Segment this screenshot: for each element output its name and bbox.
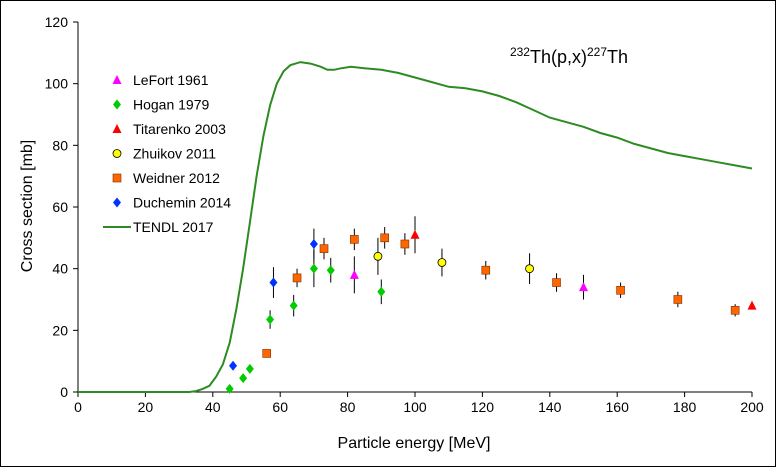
point-weidner-2012 bbox=[319, 244, 329, 253]
x-tick-label: 140 bbox=[538, 399, 562, 415]
legend: LeFort 1961 Hogan 1979 Titarenko 2003 Zhuik… bbox=[103, 72, 231, 235]
y-tick-label: 100 bbox=[45, 76, 69, 92]
point-titarenko-2003 bbox=[747, 300, 757, 310]
legend-label-titarenko-2003: Titarenko 2003 bbox=[133, 121, 226, 137]
model-curves bbox=[78, 61, 753, 393]
data-points bbox=[225, 216, 757, 394]
legend-swatch-duchemin-2014 bbox=[113, 197, 121, 208]
point-weidner-2012 bbox=[292, 273, 302, 283]
x-tick-label: 80 bbox=[340, 399, 356, 415]
legend-swatch-hogan-1979 bbox=[113, 99, 121, 110]
point-weidner-2012 bbox=[616, 285, 625, 295]
legend-swatch-zhuikov-2011 bbox=[112, 149, 122, 158]
point-duchemin-2014 bbox=[229, 360, 238, 371]
y-tick-label: 120 bbox=[45, 14, 69, 30]
x-tick-label: 160 bbox=[606, 399, 630, 415]
reaction-mass-product: 227 bbox=[587, 45, 607, 59]
x-tick-label: 40 bbox=[205, 399, 221, 415]
point-hogan-1979 bbox=[245, 363, 254, 374]
legend-label-hogan-1979: Hogan 1979 bbox=[133, 97, 210, 113]
reaction-label: 232Th(p,x)227Th bbox=[510, 45, 628, 67]
x-tick-label: 60 bbox=[272, 399, 288, 415]
x-tick-label: 180 bbox=[673, 399, 697, 415]
x-axis-label: Particle energy [MeV] bbox=[338, 435, 491, 452]
y-tick-label: 0 bbox=[60, 384, 68, 400]
y-tick-label: 60 bbox=[52, 199, 68, 215]
curve-tendl-2017 bbox=[78, 61, 753, 393]
reaction-mass-target: 232 bbox=[510, 45, 530, 59]
point-lefort-1961 bbox=[349, 269, 359, 279]
point-weidner-2012 bbox=[400, 239, 410, 249]
x-tick-label: 100 bbox=[403, 399, 427, 415]
point-hogan-1979 bbox=[225, 383, 234, 394]
legend-label-duchemin-2014: Duchemin 2014 bbox=[133, 195, 231, 211]
point-weidner-2012 bbox=[350, 235, 359, 244]
point-hogan-1979 bbox=[377, 286, 386, 297]
point-lefort-1961 bbox=[579, 282, 588, 292]
x-tick-label: 120 bbox=[471, 399, 495, 415]
legend-label-lefort-1961: LeFort 1961 bbox=[133, 72, 209, 88]
point-weidner-2012 bbox=[552, 278, 561, 287]
point-duchemin-2014 bbox=[269, 277, 278, 288]
legend-label-tendl-2017: TENDL 2017 bbox=[133, 219, 214, 235]
y-tick-label: 40 bbox=[52, 261, 68, 277]
point-hogan-1979 bbox=[289, 300, 298, 311]
y-axis-label: Cross section [mb] bbox=[19, 140, 36, 272]
point-weidner-2012 bbox=[673, 295, 683, 304]
legend-label-weidner-2012: Weidner 2012 bbox=[133, 170, 220, 186]
point-zhuikov-2011 bbox=[373, 251, 383, 261]
legend-swatch-weidner-2012 bbox=[112, 173, 122, 183]
point-hogan-1979 bbox=[326, 265, 335, 276]
x-tick-label: 20 bbox=[138, 399, 154, 415]
point-hogan-1979 bbox=[239, 373, 248, 384]
point-hogan-1979 bbox=[266, 314, 275, 325]
point-zhuikov-2011 bbox=[437, 258, 447, 267]
point-titarenko-2003 bbox=[410, 229, 420, 239]
legend-label-zhuikov-2011: Zhuikov 2011 bbox=[133, 146, 216, 162]
point-weidner-2012 bbox=[262, 349, 272, 358]
x-tick-label: 0 bbox=[74, 399, 82, 415]
point-zhuikov-2011 bbox=[525, 264, 534, 274]
legend-swatch-lefort-1961 bbox=[112, 75, 122, 84]
reaction-target: Th(p,x) bbox=[530, 47, 587, 67]
reaction-product: Th bbox=[607, 47, 628, 67]
plot-axes: 0 20 40 60 80 100 120 140 160 180 200 0 20 40 60 80 100 1… bbox=[45, 14, 764, 415]
point-weidner-2012 bbox=[481, 265, 491, 275]
point-weidner-2012 bbox=[380, 233, 389, 243]
point-weidner-2012 bbox=[730, 305, 740, 315]
point-duchemin-2014 bbox=[309, 239, 318, 249]
y-tick-label: 20 bbox=[52, 322, 68, 338]
y-tick-label: 80 bbox=[52, 137, 68, 153]
x-tick-label: 200 bbox=[740, 399, 764, 415]
legend-swatch-titarenko-2003 bbox=[112, 124, 122, 133]
point-hogan-1979 bbox=[309, 263, 318, 274]
